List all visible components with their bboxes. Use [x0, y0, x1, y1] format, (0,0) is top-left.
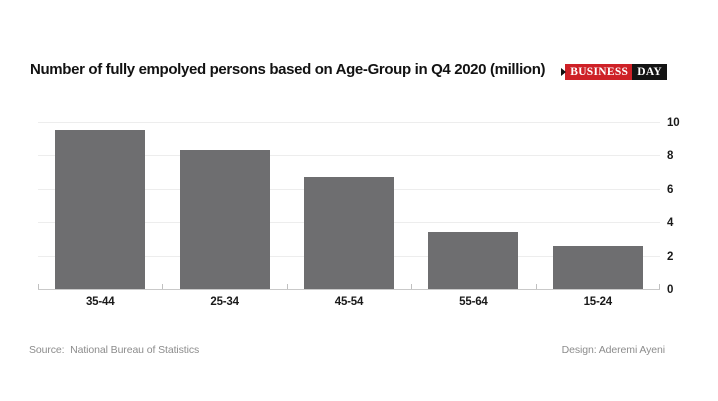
gridline-10 [38, 122, 660, 123]
y-tick-label-10: 10 [667, 117, 680, 129]
x-axis-tick [536, 284, 537, 289]
x-tick-label-45-54: 45-54 [334, 296, 364, 308]
bar-45-54 [304, 177, 394, 289]
bar-25-34 [179, 150, 270, 289]
design-credit: Design: Aderemi Ayeni [561, 344, 665, 356]
businessday-logo: BUSINESS DAY [561, 64, 667, 80]
source-credit: Source: National Bureau of Statistics [29, 344, 200, 356]
x-tick-label-55-64: 55-64 [459, 296, 488, 308]
gridline-8 [38, 155, 660, 157]
x-tick-label-25-34: 25-34 [210, 296, 239, 308]
bar-15-24 [552, 245, 643, 289]
x-axis-tick [287, 284, 288, 289]
y-tick-label-2: 2 [667, 250, 674, 263]
y-tick-label-8: 8 [667, 150, 674, 163]
y-axis-labels: 0 2 4 6 8 10 [667, 117, 707, 296]
logo-business-text: BUSINESS [565, 64, 633, 80]
x-axis-tick [659, 284, 660, 289]
x-tick-label-35-44: 35-44 [85, 296, 115, 308]
x-tick-label-15-24: 15-24 [583, 296, 613, 308]
chart-title: Number of fully empolyed persons based o… [30, 61, 546, 78]
plot-area [38, 122, 660, 290]
x-axis-labels: 35-44 25-34 45-54 55-64 15-24 [38, 296, 660, 312]
bar-35-44 [55, 130, 146, 289]
x-axis-tick [411, 284, 412, 289]
x-axis-line [38, 289, 660, 290]
logo-day-text: DAY [632, 64, 667, 80]
arrow-right-icon [561, 68, 567, 76]
y-tick-label-6: 6 [667, 183, 674, 196]
x-axis-tick [162, 284, 163, 289]
bar-55-64 [428, 232, 519, 289]
y-tick-label-4: 4 [667, 217, 674, 230]
x-axis-tick [38, 284, 39, 289]
y-tick-label-0: 0 [667, 284, 674, 296]
